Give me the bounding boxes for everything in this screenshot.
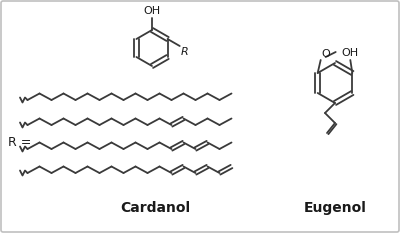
Text: OH: OH [144, 6, 160, 16]
Text: R =: R = [8, 136, 31, 148]
Text: OH: OH [342, 48, 359, 58]
Text: R: R [181, 47, 188, 57]
Text: Eugenol: Eugenol [304, 201, 366, 215]
Text: O: O [322, 49, 330, 59]
Text: Cardanol: Cardanol [120, 201, 190, 215]
